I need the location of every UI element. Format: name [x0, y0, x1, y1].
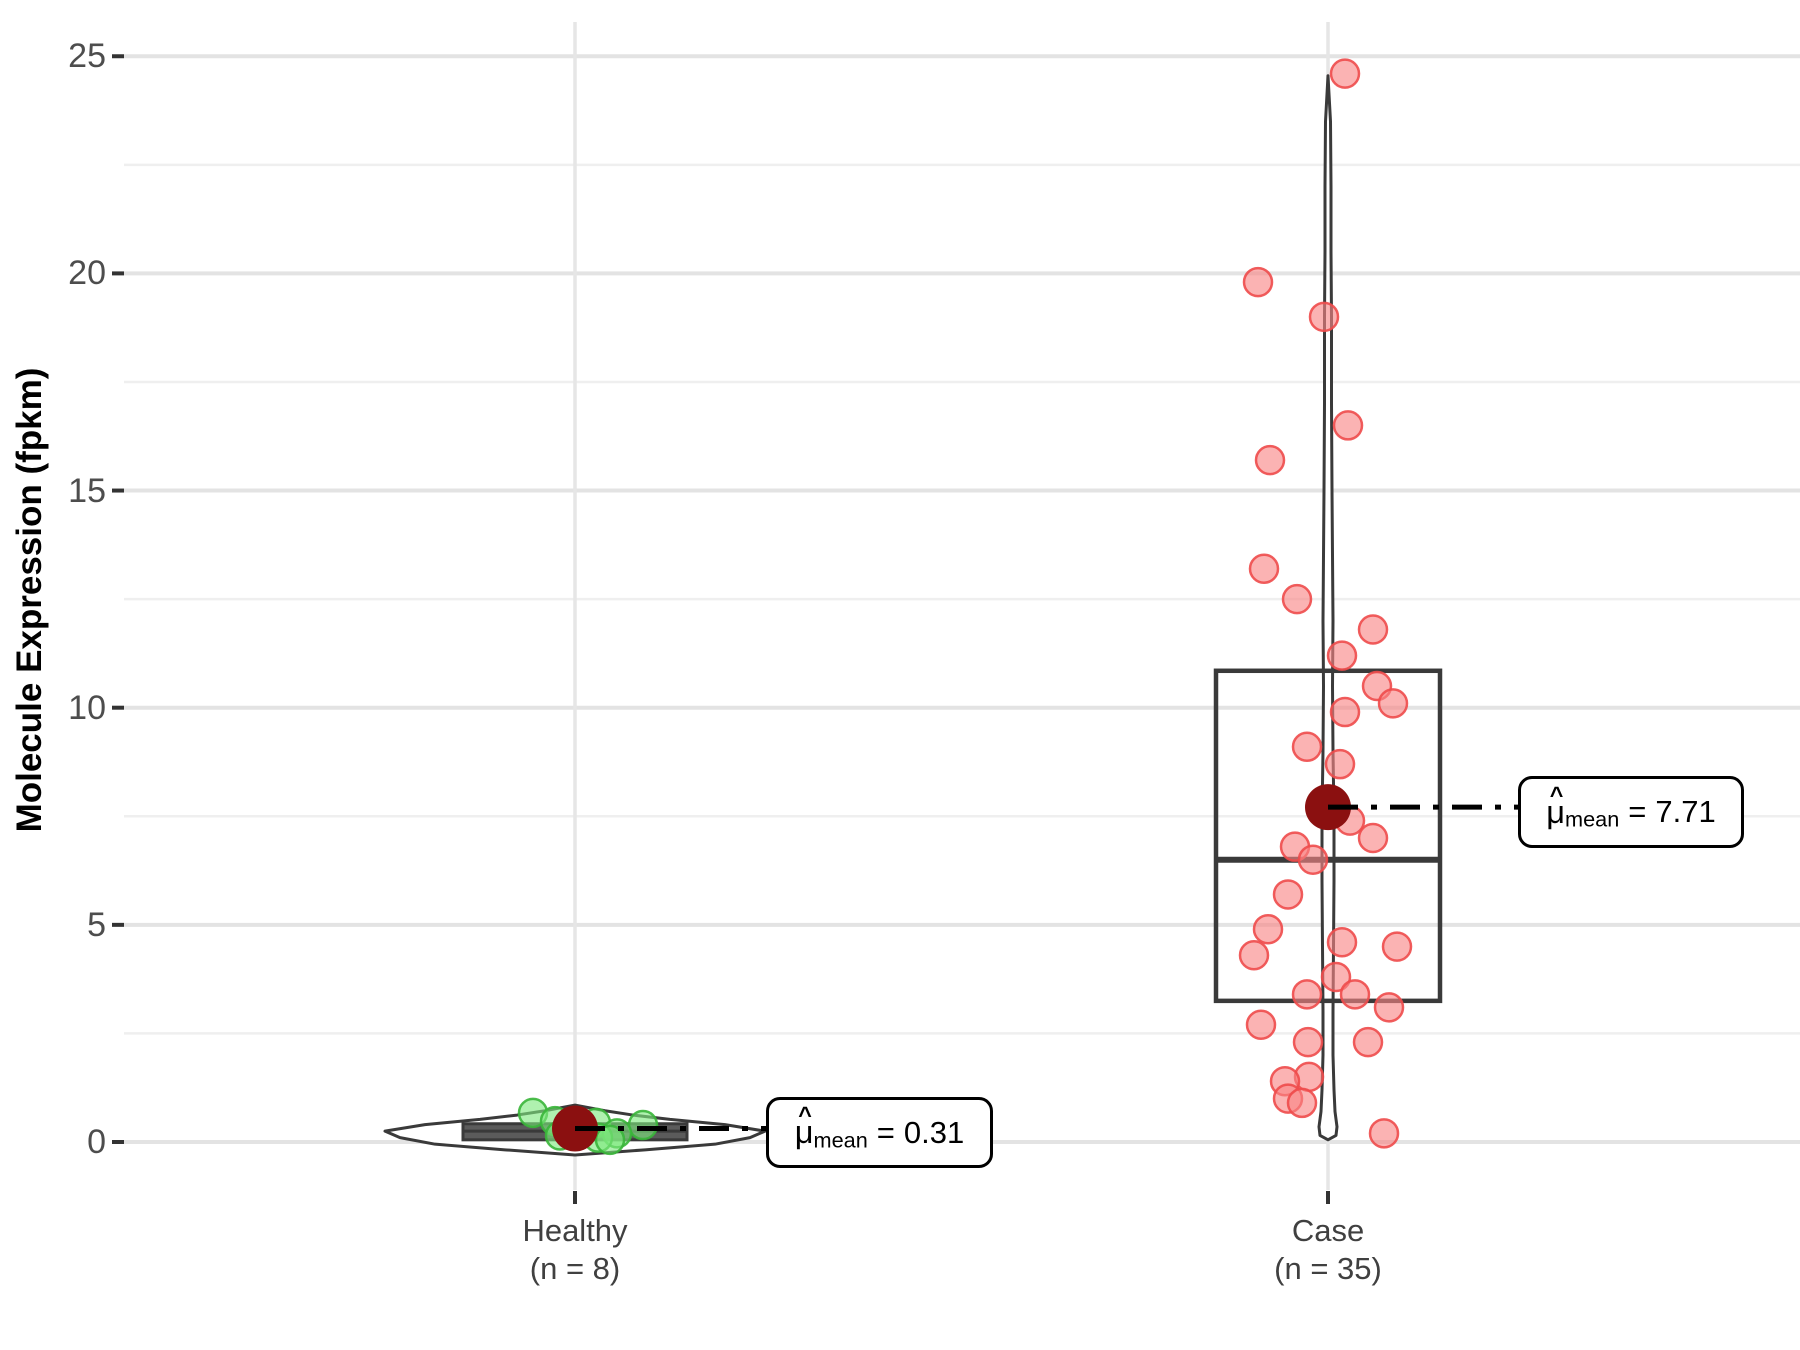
data-point-case: [1297, 844, 1329, 875]
subscript-mean: mean: [813, 1127, 868, 1153]
data-point-case: [1281, 583, 1313, 615]
data-point-case: [1357, 614, 1389, 645]
data-point-case: [1377, 688, 1409, 719]
y-tick-label: 5: [87, 905, 106, 944]
x-axis-label-n: (n = 8): [529, 1251, 621, 1286]
data-point-case: [1373, 992, 1405, 1023]
data-point-case: [1254, 444, 1286, 476]
boxplot-case: [1213, 668, 1443, 1004]
data-point-case: [1329, 58, 1361, 89]
data-point-case: [1286, 1087, 1318, 1119]
mean-annotation-healthy: ^ μ mean = 0.31: [766, 1097, 993, 1168]
x-axis-label-n: (n = 35): [1274, 1251, 1382, 1286]
mu-hat-symbol: ^ μ: [794, 1103, 814, 1151]
data-point-case: [1248, 553, 1280, 584]
x-axis-label-healthy: Healthy (n = 8): [405, 1212, 745, 1288]
data-point-case: [1326, 926, 1358, 958]
data-point-case: [1332, 410, 1364, 441]
equals-sign: =: [1628, 794, 1647, 829]
y-tick-label: 25: [68, 37, 106, 76]
hat-glyph: ^: [798, 1102, 812, 1129]
data-point-case: [1291, 979, 1323, 1010]
mu-hat-symbol: ^ μ: [1546, 783, 1566, 830]
data-point-case: [1357, 822, 1389, 854]
mean-value-healthy: 0.31: [903, 1114, 965, 1150]
mu-glyph: μ: [1546, 793, 1566, 830]
data-point-case: [1329, 696, 1361, 728]
data-point-case: [1368, 1118, 1400, 1149]
mean-value-case: 7.71: [1655, 794, 1716, 829]
data-point-case: [1381, 931, 1413, 962]
x-axis-label-name: Case: [1291, 1213, 1365, 1248]
y-tick-label: 20: [68, 254, 106, 293]
mu-glyph: μ: [794, 1114, 814, 1151]
x-axis-label-case: Case (n = 35): [1158, 1212, 1498, 1288]
data-point-case: [1339, 979, 1371, 1010]
data-point-case: [1352, 1026, 1384, 1058]
x-axis-label-name: Healthy: [522, 1213, 628, 1248]
data-point-case: [1252, 913, 1284, 945]
y-tick-label: 10: [68, 688, 106, 727]
data-point-case: [1320, 961, 1352, 993]
y-axis-title: Molecule Expression (fpkm): [10, 367, 49, 833]
y-tick-label: 15: [68, 471, 106, 510]
data-point-case: [1272, 879, 1304, 910]
data-point-case: [1245, 1009, 1277, 1040]
subscript-mean: mean: [1565, 806, 1620, 832]
data-point-case: [1326, 640, 1358, 671]
data-point-case: [1292, 1026, 1324, 1058]
data-point-case: [1242, 266, 1274, 298]
hat-glyph: ^: [1549, 781, 1564, 808]
data-point-case: [1324, 748, 1356, 780]
data-point-case: [1238, 940, 1270, 971]
data-point-case: [1291, 731, 1323, 763]
y-tick-label: 0: [87, 1123, 106, 1161]
data-point-healthy: [594, 1124, 626, 1156]
mean-annotation-case: ^ μ mean = 7.71: [1518, 776, 1744, 848]
equals-sign: =: [876, 1114, 895, 1150]
data-point-case: [1308, 301, 1340, 333]
